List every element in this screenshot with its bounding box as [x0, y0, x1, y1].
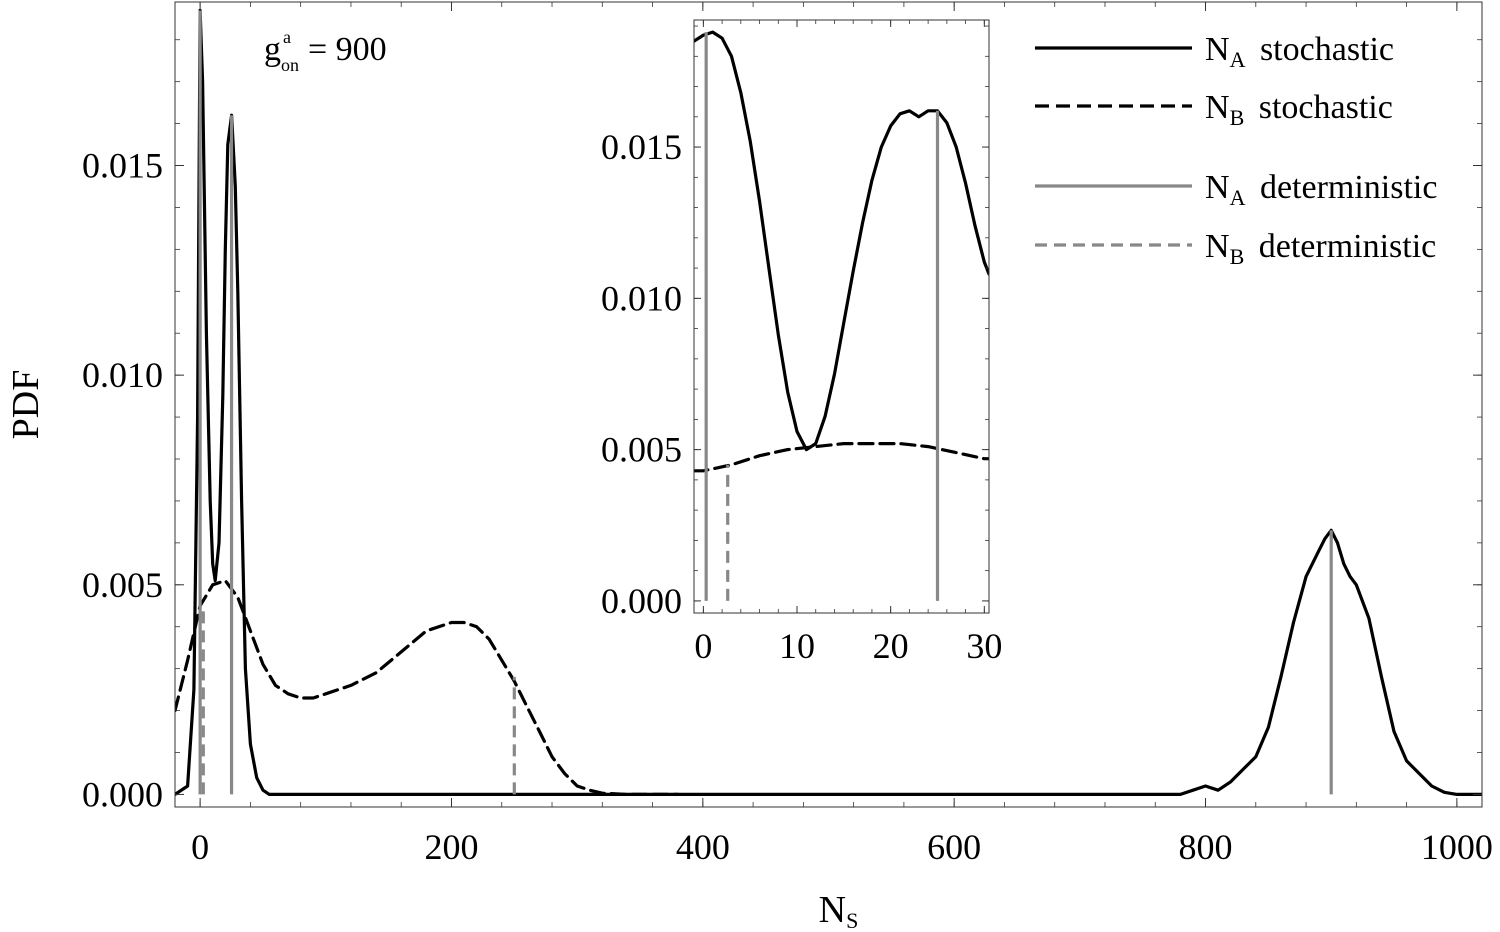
plot-frame	[174, 1, 1483, 808]
main-chart: 0 200 400 600 800 10000.0000.0050.0100.015NSP…	[5, 1, 1493, 932]
parameter-annotation: g a on = 900	[264, 27, 387, 75]
inset-frame	[693, 19, 990, 614]
y-tick-label: 0.010	[82, 355, 163, 395]
x-tick-label: 20	[873, 626, 909, 666]
annotation-sup: a	[283, 27, 291, 47]
legend-entry-1: NB stochastic	[1035, 89, 1393, 130]
plot-area	[175, 8, 1482, 797]
series-0	[694, 30, 989, 452]
legend-label: NA deterministic	[1205, 169, 1437, 210]
x-tick-label: 0	[694, 626, 712, 666]
legend-label: NB deterministic	[1205, 228, 1436, 269]
series-0	[175, 8, 1482, 797]
series-line	[694, 30, 989, 452]
series-2	[704, 32, 940, 601]
series-line	[175, 8, 1482, 797]
y-tick-label: 0.005	[601, 430, 682, 470]
x-tick-label: 10	[779, 626, 815, 666]
plot-area	[694, 30, 989, 601]
inset-chart: 0 10 20 30 0.000 0.005 0.010 0.015	[601, 19, 1002, 666]
legend-label: NB stochastic	[1205, 89, 1393, 130]
y-axis-label: PDF	[5, 370, 47, 440]
legend-entry-0: NA stochastic	[1035, 31, 1394, 72]
legend-label: NA stochastic	[1205, 31, 1394, 72]
inset-background	[694, 20, 989, 613]
series-line	[175, 578, 680, 797]
x-tick-label: 1000	[1421, 827, 1493, 867]
x-tick-label: 800	[1179, 827, 1233, 867]
legend-entry-3: NB deterministic	[1035, 228, 1436, 269]
annotation-base: g	[264, 31, 281, 68]
series-1	[175, 578, 680, 797]
y-tick-label: 0.000	[82, 774, 163, 814]
series-3	[201, 605, 516, 795]
legend: NA stochastic NB stochastic NA determinist…	[1035, 31, 1437, 269]
annotation-value: = 900	[308, 31, 387, 68]
x-tick-label: 200	[424, 827, 478, 867]
x-tick-label: 30	[966, 626, 1002, 666]
series-2	[198, 10, 1333, 795]
series-line	[694, 442, 989, 473]
x-tick-label: 600	[927, 827, 981, 867]
y-tick-label: 0.005	[82, 565, 163, 605]
y-tick-label: 0.010	[601, 278, 682, 318]
x-tick-label: 0	[191, 827, 209, 867]
annotation-sub: on	[281, 55, 299, 75]
x-tick-label: 400	[676, 827, 730, 867]
x-axis-label: NS	[819, 889, 859, 932]
y-tick-label: 0.000	[601, 581, 682, 621]
legend-entry-2: NA deterministic	[1035, 169, 1437, 210]
y-tick-label: 0.015	[601, 127, 682, 167]
y-tick-label: 0.015	[82, 146, 163, 186]
series-1	[694, 442, 989, 473]
